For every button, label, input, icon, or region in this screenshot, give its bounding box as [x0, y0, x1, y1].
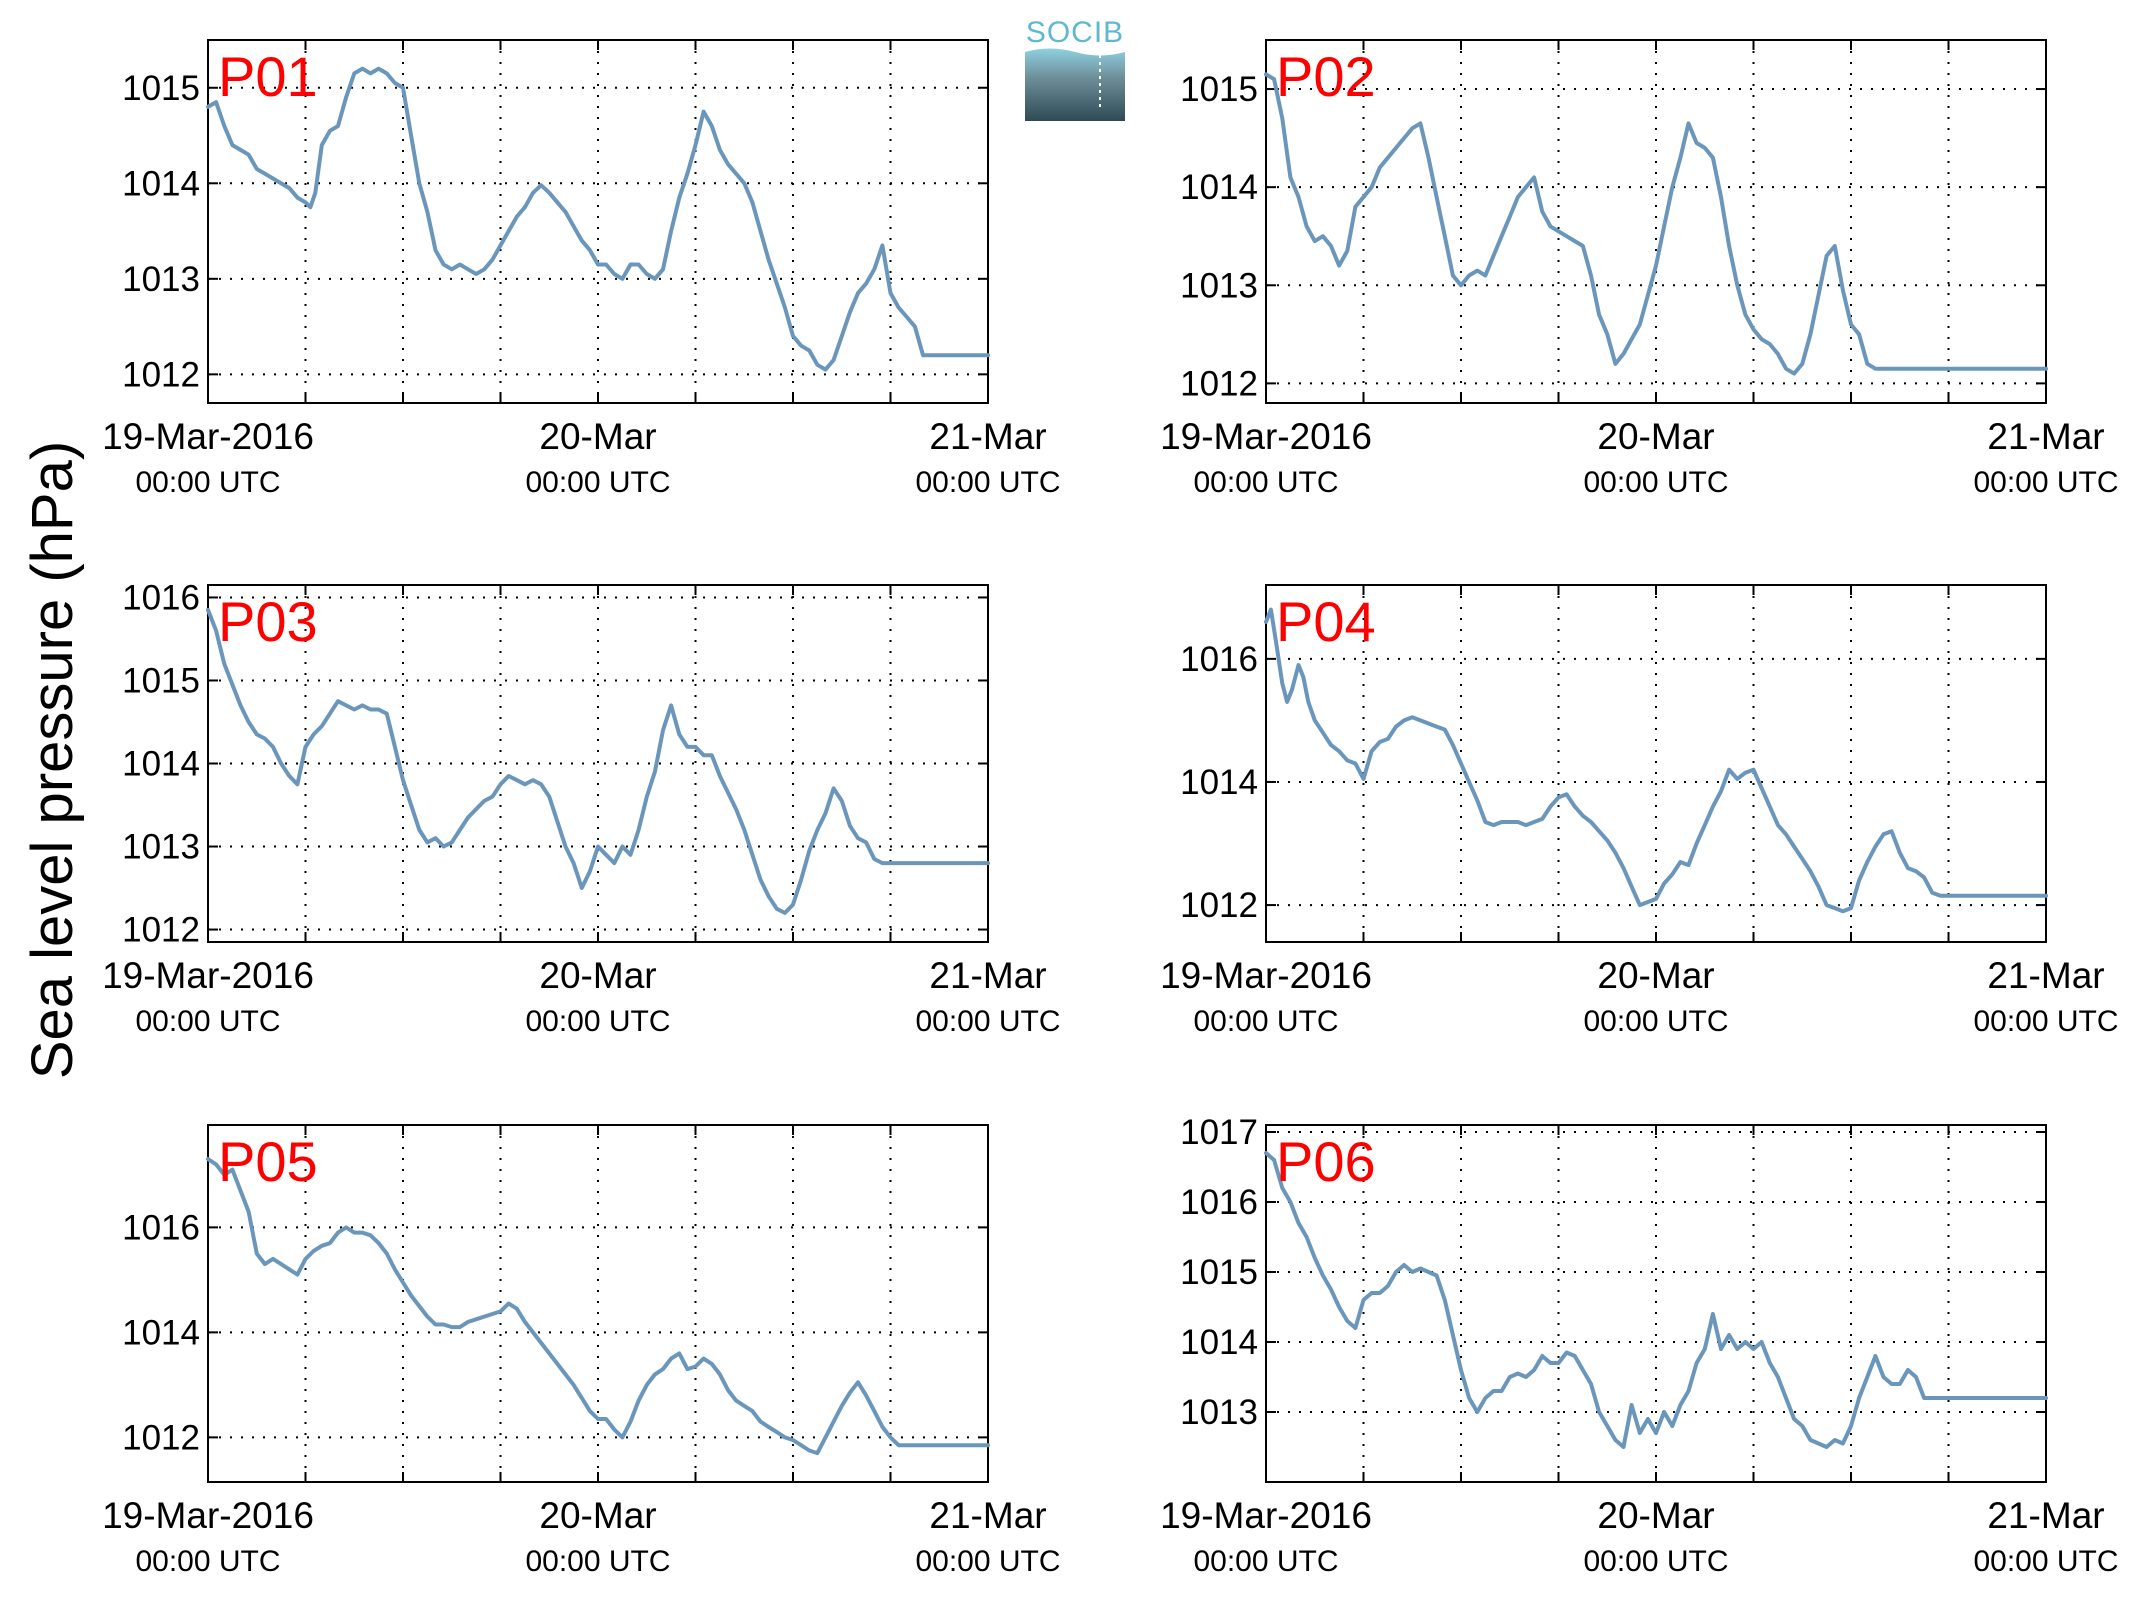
x-tick-label-date: 20-Mar [1597, 416, 1714, 457]
y-tick-label: 1012 [1180, 364, 1258, 403]
y-tick-label: 1014 [1180, 763, 1258, 802]
x-tick-label-time: 00:00 UTC [915, 466, 1060, 499]
y-tick-label: 1016 [1180, 1183, 1258, 1222]
series-line [1264, 607, 2048, 914]
x-tick-label-time: 00:00 UTC [1193, 1005, 1338, 1038]
y-tick-label: 1012 [122, 1418, 200, 1457]
x-tick-label-time: 00:00 UTC [1583, 1545, 1728, 1578]
x-tick-label-date: 20-Mar [1597, 955, 1714, 996]
x-tick-label-time: 00:00 UTC [915, 1545, 1060, 1578]
y-tick-label: 1013 [1180, 266, 1258, 305]
panel-p05: 1012 1014 1016 19-Mar-2016 00:00 UTC 20-Mar 00… [102, 1124, 1061, 1578]
panels-container: 1012 1013 1014 1015 19-Mar-2016 00:00 UTC 20-M… [102, 39, 2119, 1578]
y-tick-label: 1014 [122, 164, 200, 203]
panel-label: P06 [1276, 1130, 1376, 1193]
x-tick-label-date: 21-Mar [929, 1495, 1046, 1536]
y-tick-label: 1014 [122, 1313, 200, 1352]
y-axis-label: Sea level pressure (hPa) [20, 441, 85, 1079]
y-tick-label: 1012 [122, 911, 200, 950]
x-tick-label-time: 00:00 UTC [1973, 466, 2118, 499]
y-tick-label: 1013 [122, 828, 200, 867]
y-tick-label: 1017 [1180, 1113, 1258, 1152]
x-tick-label-time: 00:00 UTC [135, 1545, 280, 1578]
x-tick-label-date: 21-Mar [929, 955, 1046, 996]
x-tick-label-time: 00:00 UTC [1973, 1545, 2118, 1578]
y-tick-label: 1015 [1180, 70, 1258, 109]
x-tick-label-date: 20-Mar [539, 955, 656, 996]
y-tick-label: 1015 [122, 69, 200, 108]
x-tick-label-time: 00:00 UTC [1583, 1005, 1728, 1038]
series-line [1264, 1151, 2048, 1449]
panel-label: P04 [1276, 590, 1376, 653]
x-tick-label-time: 00:00 UTC [915, 1005, 1060, 1038]
x-tick-label-date: 21-Mar [1987, 955, 2104, 996]
y-tick-label: 1012 [122, 355, 200, 394]
series-line [206, 1157, 990, 1456]
x-tick-label-time: 00:00 UTC [135, 1005, 280, 1038]
logo-text: SOCIB [1026, 16, 1124, 49]
socib-logo: SOCIB [1025, 16, 1125, 121]
series-line [1264, 72, 2048, 376]
y-tick-label: 1015 [1180, 1253, 1258, 1292]
y-tick-label: 1014 [1180, 168, 1258, 207]
logo-wave-icon [1025, 48, 1125, 121]
x-tick-label-date: 20-Mar [539, 416, 656, 457]
x-tick-label-date: 20-Mar [1597, 1495, 1714, 1536]
x-tick-label-time: 00:00 UTC [525, 1005, 670, 1038]
panel-p03: 1012 1013 1014 1015 1016 19-Mar-2016 00:00 UTC… [102, 578, 1060, 1038]
x-tick-label-time: 00:00 UTC [525, 466, 670, 499]
series-line [206, 66, 990, 372]
panel-p02: 1012 1013 1014 1015 19-Mar-2016 00:00 UTC 20-M… [1160, 39, 2119, 499]
x-tick-label-date: 19-Mar-2016 [1160, 1495, 1372, 1536]
panel-label: P02 [1276, 45, 1376, 108]
x-tick-label-time: 00:00 UTC [1583, 466, 1728, 499]
panel-p04: 1012 1014 1016 19-Mar-2016 00:00 UTC 20-Mar 00… [1160, 584, 2119, 1038]
x-tick-label-date: 19-Mar-2016 [1160, 955, 1372, 996]
panel-label: P05 [218, 1130, 318, 1193]
panel-label: P01 [218, 45, 318, 108]
x-tick-label-time: 00:00 UTC [1973, 1005, 2118, 1038]
x-tick-label-date: 19-Mar-2016 [1160, 416, 1372, 457]
panel-p06: 1013 1014 1015 1016 1017 19-Mar-2016 00:00 UTC… [1160, 1113, 2118, 1578]
y-tick-label: 1015 [122, 661, 200, 700]
x-tick-label-date: 19-Mar-2016 [102, 955, 314, 996]
x-tick-label-time: 00:00 UTC [525, 1545, 670, 1578]
x-tick-label-time: 00:00 UTC [135, 466, 280, 499]
panel-p01: 1012 1013 1014 1015 19-Mar-2016 00:00 UTC 20-M… [102, 39, 1061, 499]
x-tick-label-date: 21-Mar [1987, 416, 2104, 457]
y-tick-label: 1014 [122, 745, 200, 784]
x-tick-label-date: 21-Mar [1987, 1495, 2104, 1536]
y-tick-label: 1013 [1180, 1393, 1258, 1432]
x-tick-label-date: 19-Mar-2016 [102, 416, 314, 457]
y-tick-label: 1016 [122, 1208, 200, 1247]
x-tick-label-time: 00:00 UTC [1193, 466, 1338, 499]
y-tick-label: 1016 [122, 578, 200, 617]
x-tick-label-time: 00:00 UTC [1193, 1545, 1338, 1578]
x-tick-label-date: 19-Mar-2016 [102, 1495, 314, 1536]
y-tick-label: 1012 [1180, 886, 1258, 925]
y-tick-label: 1013 [122, 260, 200, 299]
x-tick-label-date: 21-Mar [929, 416, 1046, 457]
y-tick-label: 1016 [1180, 640, 1258, 679]
series-line [206, 607, 990, 915]
y-tick-label: 1014 [1180, 1323, 1258, 1362]
panel-label: P03 [218, 590, 318, 653]
x-tick-label-date: 20-Mar [539, 1495, 656, 1536]
